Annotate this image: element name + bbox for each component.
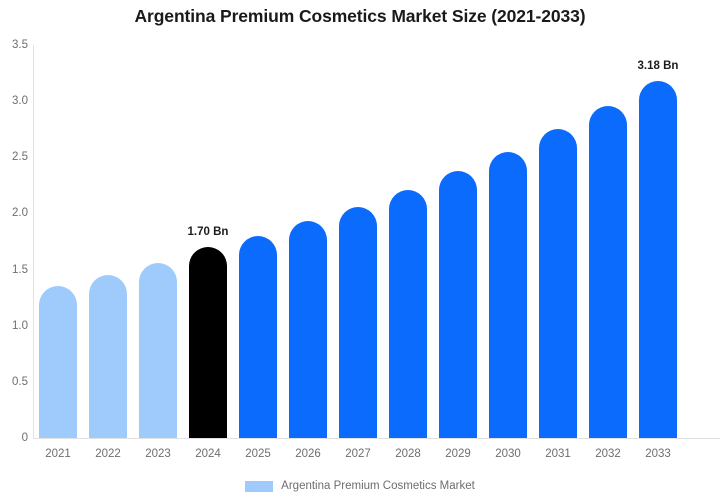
x-axis-tick: 2033 [645,448,671,460]
bar-group: 2030 [483,0,533,500]
x-axis-tick: 2021 [45,448,71,460]
bar-group: 2023 [133,0,183,500]
x-axis-tick: 2028 [395,448,421,460]
legend-label: Argentina Premium Cosmetics Market [281,480,475,492]
bar-group: 2031 [533,0,583,500]
bar-value-label: 1.70 Bn [187,226,229,239]
x-axis-tick: 2031 [545,448,571,460]
bar[interactable] [289,221,327,438]
bar[interactable] [239,235,277,438]
bar-group: 2029 [433,0,483,500]
y-axis-tick: 1.5 [12,263,28,276]
bar[interactable] [339,206,377,438]
bar-group: 2026 [283,0,333,500]
x-axis-tick: 2027 [345,448,371,460]
y-axis-tick: 3.0 [12,95,28,108]
bar-group: 2025 [233,0,283,500]
bar[interactable] [89,275,127,438]
bar-value-label: 3.18 Bn [637,59,679,72]
y-axis-tick: 2.0 [12,207,28,220]
x-axis-tick: 2030 [495,448,521,460]
x-axis-tick: 2025 [245,448,271,460]
x-axis-tick: 2024 [195,448,221,460]
bar-group: 1.70 Bn 2024 [183,0,233,500]
bar[interactable] [439,170,477,438]
y-axis-tick-labels: 0 0.5 1.0 1.5 2.0 2.5 3.0 3.5 [0,0,30,500]
y-axis-tick: 3.5 [12,39,28,51]
bar-group: 2027 [333,0,383,500]
x-axis-tick: 2026 [295,448,321,460]
y-axis-line [33,45,34,438]
x-axis-tick: 2022 [95,448,121,460]
chart-title: Argentina Premium Cosmetics Market Size … [134,6,586,26]
bar-group: 2022 [83,0,133,500]
x-axis-line [33,438,720,439]
bar-group: 2032 [583,0,633,500]
bar[interactable] [189,247,227,438]
bar[interactable] [539,129,577,438]
x-axis-tick: 2032 [595,448,621,460]
bar-group: 2021 [33,0,83,500]
bar[interactable] [489,151,527,438]
x-axis-tick: 2029 [445,448,471,460]
bar[interactable] [589,105,627,438]
bar[interactable] [639,80,677,438]
x-axis-tick: 2023 [145,448,171,460]
legend-swatch-icon [245,480,274,492]
chart-legend: Argentina Premium Cosmetics Market [0,480,720,492]
bar[interactable] [389,189,427,438]
bar-group: 2028 [383,0,433,500]
y-axis-tick: 2.5 [12,151,28,164]
y-axis-tick: 1.0 [12,319,28,332]
bar[interactable] [139,262,177,438]
bars-layer: 2021 2022 2023 1.70 Bn 2024 2025 2026 2027 2028 2… [33,0,720,500]
bar[interactable] [39,286,77,438]
y-axis-tick: 0.5 [12,375,28,388]
y-axis-tick: 0 [21,432,28,444]
bar-group: 3.18 Bn 2033 [633,0,683,500]
